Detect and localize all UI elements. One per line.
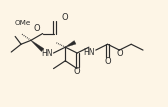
Text: O: O [74, 67, 80, 76]
Text: O: O [104, 57, 111, 66]
Polygon shape [31, 40, 44, 52]
Text: OMe: OMe [15, 20, 31, 26]
Text: O: O [33, 24, 40, 33]
Text: O: O [116, 48, 123, 58]
Text: HN: HN [41, 49, 52, 59]
Text: O: O [61, 13, 68, 22]
Polygon shape [65, 41, 76, 47]
Text: HN: HN [83, 48, 95, 56]
